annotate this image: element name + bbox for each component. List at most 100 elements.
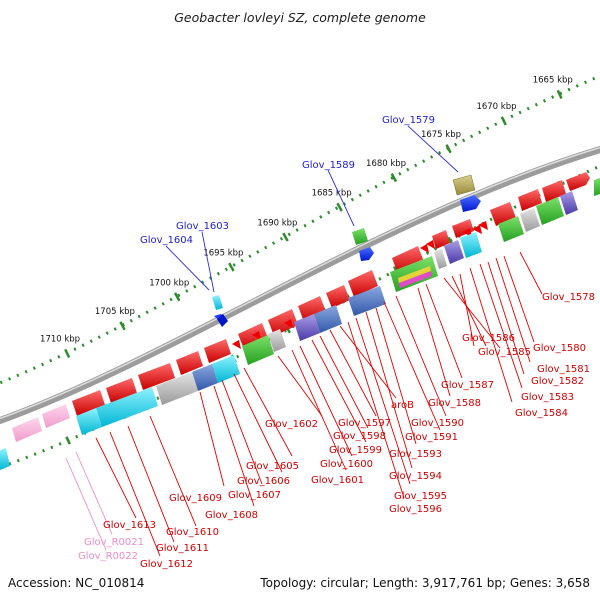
gene-glov-1595[interactable]: [326, 285, 350, 308]
label-glov-1603[interactable]: Glov_1603: [176, 221, 229, 232]
label-glov-1584[interactable]: Glov_1584: [515, 408, 568, 419]
gene-glov-1589[interactable]: [352, 228, 368, 245]
gene-glov-r0022[interactable]: [12, 417, 42, 442]
scale-tick-label: 1670 kbp: [476, 102, 516, 112]
gene-glov-1581[interactable]: [542, 180, 566, 202]
gene-glov-r0021[interactable]: [42, 404, 70, 428]
gene-glov-1588b[interactable]: [434, 249, 447, 269]
gene-glov-1588[interactable]: [444, 240, 464, 264]
label-glov-1611[interactable]: Glov_1611: [156, 543, 209, 554]
scale-tick-label: 1665 kbp: [533, 75, 573, 85]
label-glov-1581[interactable]: Glov_1581: [537, 364, 590, 375]
gene-glov-1613b[interactable]: [76, 408, 102, 435]
scale-tick: [500, 116, 507, 126]
scale-tick: [64, 348, 71, 359]
label-glov-1586[interactable]: Glov_1586: [462, 333, 515, 344]
label-glov-1596[interactable]: Glov_1596: [389, 504, 442, 515]
label-glov-r0021[interactable]: Glov_R0021: [84, 537, 144, 548]
label-glov-1595[interactable]: Glov_1595: [394, 491, 447, 502]
forward-genes: [212, 174, 481, 327]
label-glov-1588[interactable]: Glov_1588: [428, 398, 481, 409]
label-glov-1600[interactable]: Glov_1600: [320, 459, 373, 470]
scale-tick: [336, 202, 343, 212]
label-glov-1601[interactable]: Glov_1601: [311, 475, 364, 486]
gene-glov-1596[interactable]: [348, 286, 386, 316]
gene-glov-1580b[interactable]: [560, 191, 578, 215]
label-glov-1579[interactable]: Glov_1579: [382, 115, 435, 126]
label-glov-1604[interactable]: Glov_1604: [140, 235, 193, 246]
label-glov-1605[interactable]: Glov_1605: [246, 461, 299, 472]
label-glov-1612[interactable]: Glov_1612: [140, 559, 193, 570]
gene-glov-1578[interactable]: [594, 178, 600, 196]
label-glov-1613[interactable]: Glov_1613: [103, 520, 156, 531]
topology-info: Topology: circular; Length: 3,917,761 bp…: [259, 576, 590, 590]
label-glov-1578[interactable]: Glov_1578: [542, 292, 595, 303]
label-glov-1580[interactable]: Glov_1580: [533, 343, 586, 354]
gene-glov-1598[interactable]: [314, 305, 342, 333]
gene-glov-1605[interactable]: [204, 339, 231, 363]
label-glov-1606[interactable]: Glov_1606: [237, 476, 290, 487]
label-glov-1590[interactable]: Glov_1590: [411, 418, 464, 429]
label-glov-1587[interactable]: Glov_1587: [441, 380, 494, 391]
scale-tick-label: 1705 kbp: [95, 307, 135, 317]
gene-glov-1593[interactable]: [399, 271, 432, 288]
label-glov-1593[interactable]: Glov_1593: [389, 449, 442, 460]
label-glov-1598[interactable]: Glov_1598: [333, 431, 386, 442]
label-glov-1589[interactable]: Glov_1589: [302, 160, 355, 171]
gene-glov-1607[interactable]: [176, 351, 203, 375]
gene-glov-1608b[interactable]: [192, 364, 218, 391]
genome-backbone-highlight: [0, 146, 600, 420]
gene-glov-1581b[interactable]: [536, 197, 564, 225]
gene-glov-1603[interactable]: [212, 295, 223, 310]
gene-glov-1612[interactable]: [72, 390, 105, 416]
gene-glov-1599[interactable]: [268, 309, 298, 336]
gene-glov-1608[interactable]: [212, 355, 240, 383]
label-glov-1609[interactable]: Glov_1609: [169, 493, 222, 504]
gene-glov-1587[interactable]: [432, 230, 450, 249]
gene-glov-1579[interactable]: [452, 174, 476, 196]
label-glov-1610[interactable]: Glov_1610: [166, 527, 219, 538]
gene-glov-1580[interactable]: [566, 172, 590, 191]
gene-glov-1611[interactable]: [106, 378, 137, 403]
label-glov-1585[interactable]: Glov_1585: [478, 347, 531, 358]
gene-glov-1590[interactable]: [392, 246, 424, 274]
gene-glov-1586[interactable]: [460, 232, 482, 258]
gene-glov-1600[interactable]: [294, 314, 320, 341]
label-glov-1583[interactable]: Glov_1583: [521, 392, 574, 403]
label-glov-1599[interactable]: Glov_1599: [329, 445, 382, 456]
label-glov-1602[interactable]: Glov_1602: [265, 419, 318, 430]
scale-tick: [228, 262, 235, 272]
forward-leader-lines: [165, 125, 459, 293]
scale-tick-labels: 1665 kbp 1670 kbp 1675 kbp 1680 kbp 1685 kbp…: [40, 75, 573, 344]
scale-tick: [173, 292, 181, 302]
gene-edge-left[interactable]: [0, 448, 10, 470]
gene-glov-1583b[interactable]: [520, 208, 540, 232]
gene-arob[interactable]: [398, 266, 431, 283]
gene-glov-1602[interactable]: [268, 329, 286, 352]
scale-tick: [119, 321, 126, 331]
label-glov-1608[interactable]: Glov_1608: [205, 510, 258, 521]
label-glov-r0022[interactable]: Glov_R0022: [78, 551, 138, 562]
scale-tick: [282, 232, 289, 242]
gene-glov-1594[interactable]: [348, 270, 378, 297]
gene-glov-1613[interactable]: [96, 387, 158, 427]
scale-tick: [556, 89, 563, 100]
gene-glov-1610[interactable]: [156, 372, 198, 405]
gene-glov-1609[interactable]: [138, 363, 175, 390]
label-glov-1582[interactable]: Glov_1582: [531, 376, 584, 387]
rna-leader-lines: [65, 451, 113, 551]
gene-glov-1589-arrow[interactable]: [359, 247, 374, 261]
gene-glov-1601[interactable]: [238, 323, 268, 349]
gene-glov-1597[interactable]: [298, 296, 326, 322]
label-glov-1594[interactable]: Glov_1594: [389, 471, 442, 482]
gene-glov-1582[interactable]: [518, 189, 542, 211]
gene-glov-1606[interactable]: [242, 335, 274, 365]
gene-glov-1604-arrow[interactable]: [217, 314, 228, 327]
label-glov-1597[interactable]: Glov_1597: [338, 418, 391, 429]
gene-glov-1585[interactable]: [452, 219, 474, 238]
label-glov-1591[interactable]: Glov_1591: [405, 432, 458, 443]
label-arob[interactable]: aroB: [391, 400, 414, 411]
label-glov-1607[interactable]: Glov_1607: [228, 490, 281, 501]
gene-glov-1584[interactable]: [498, 216, 524, 242]
gene-glov-1579-arrow[interactable]: [460, 195, 481, 212]
